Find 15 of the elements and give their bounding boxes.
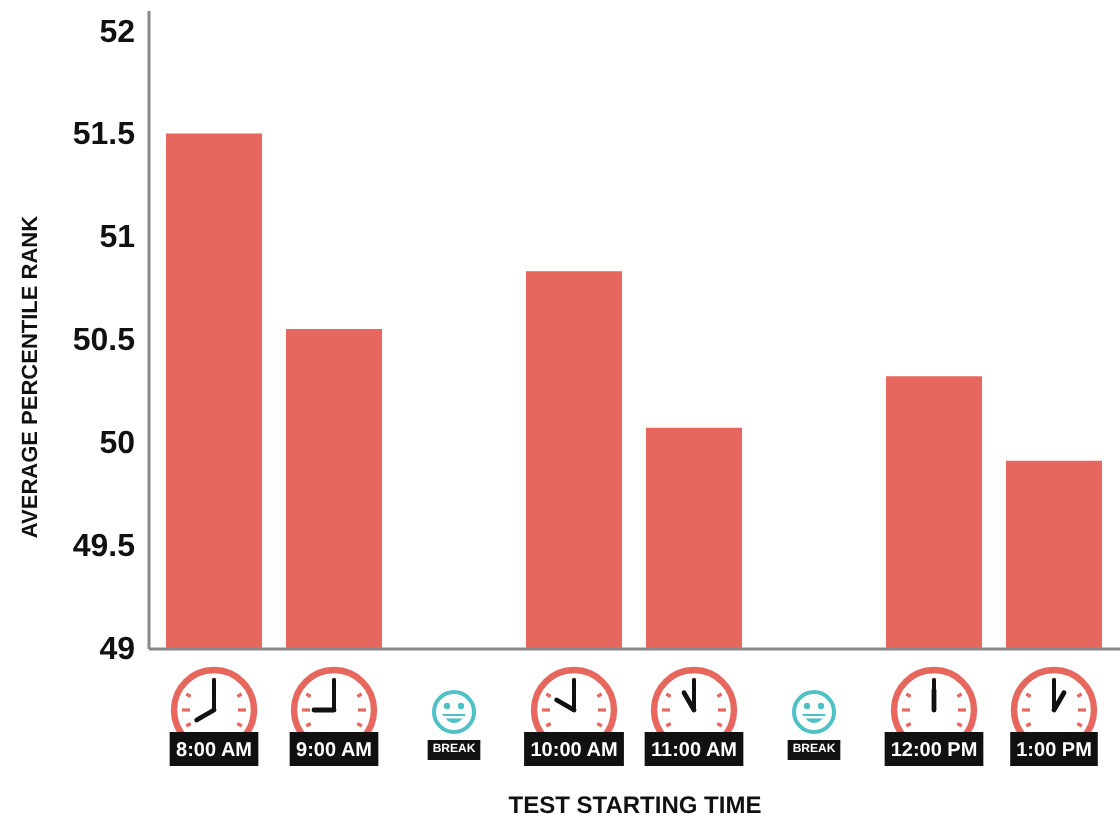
y-tick-label: 52: [99, 15, 136, 50]
x-tick-label: 11:00 AM: [651, 740, 737, 762]
y-tick-label: 51: [99, 221, 136, 256]
y-axis-title: AVERAGE PERCENTILE RANK: [19, 215, 43, 539]
y-tick-label: 50.5: [72, 324, 136, 359]
x-tick-label: 9:00 AM: [296, 740, 372, 762]
x-tick-label: 8:00 AM: [176, 740, 252, 762]
x-tick-label: 1:00 PM: [1016, 740, 1092, 762]
x-tick-label: 12:00 PM: [890, 740, 978, 762]
x-tick-label: 10:00 AM: [530, 740, 618, 762]
y-tick-label: 50: [99, 427, 136, 462]
y-tick-label: 51.5: [72, 118, 136, 153]
y-tick-label: 49.5: [72, 530, 136, 565]
y-tick-label: 49: [99, 633, 136, 667]
x-axis-title: TEST STARTING TIME: [508, 791, 762, 819]
